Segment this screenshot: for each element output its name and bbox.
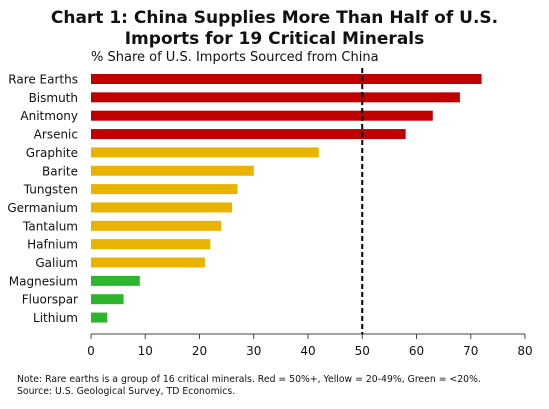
bar [91,184,238,195]
category-label: Tantalum [22,219,78,233]
category-label: Lithium [33,311,78,325]
x-tick-label: 80 [517,344,532,358]
bar [91,147,319,158]
source-text: Source: U.S. Geological Survey, TD Econo… [17,386,236,397]
chart-subtitle: % Share of U.S. Imports Sourced from Chi… [91,50,379,65]
category-label: Bismuth [29,91,78,105]
category-label: Hafnium [27,238,78,252]
bar [91,74,482,84]
x-tick-label: 20 [192,344,207,358]
category-label: Rare Earths [8,73,78,87]
category-label: Graphite [26,146,78,160]
category-label: Fluorspar [22,293,78,307]
x-tick-label: 30 [246,344,261,358]
bar [91,239,211,250]
x-tick-label: 10 [138,344,153,358]
chart-footnote: Note: Rare earths is a group of 16 criti… [17,374,481,398]
bar [91,275,140,286]
bar [91,165,254,176]
bar [91,110,433,121]
bar [91,202,233,213]
category-label: Tungsten [23,183,78,197]
category-label: Galium [35,256,78,270]
category-label: Arsenic [34,128,78,142]
bar [91,220,222,231]
chart-title-line1: Chart 1: China Supplies More Than Half o… [50,8,499,28]
bar [91,294,124,305]
chart-title-line2: Imports for 19 Critical Minerals [124,29,425,49]
category-label: Germanium [7,201,78,215]
x-tick-label: 50 [355,344,370,358]
category-label: Barite [42,164,78,178]
x-tick-label: 40 [300,344,315,358]
bar [91,129,406,140]
category-label: Anitmony [20,109,78,123]
chart-title: Chart 1: China Supplies More Than Half o… [0,8,549,50]
note-text: Note: Rare earths is a group of 16 criti… [17,374,481,385]
bar [91,312,108,323]
x-tick-label: 70 [463,344,478,358]
bar [91,92,460,103]
x-tick-label: 0 [87,344,95,358]
category-label: Magnesium [9,274,78,288]
x-tick-label: 60 [409,344,424,358]
bar [91,257,205,268]
